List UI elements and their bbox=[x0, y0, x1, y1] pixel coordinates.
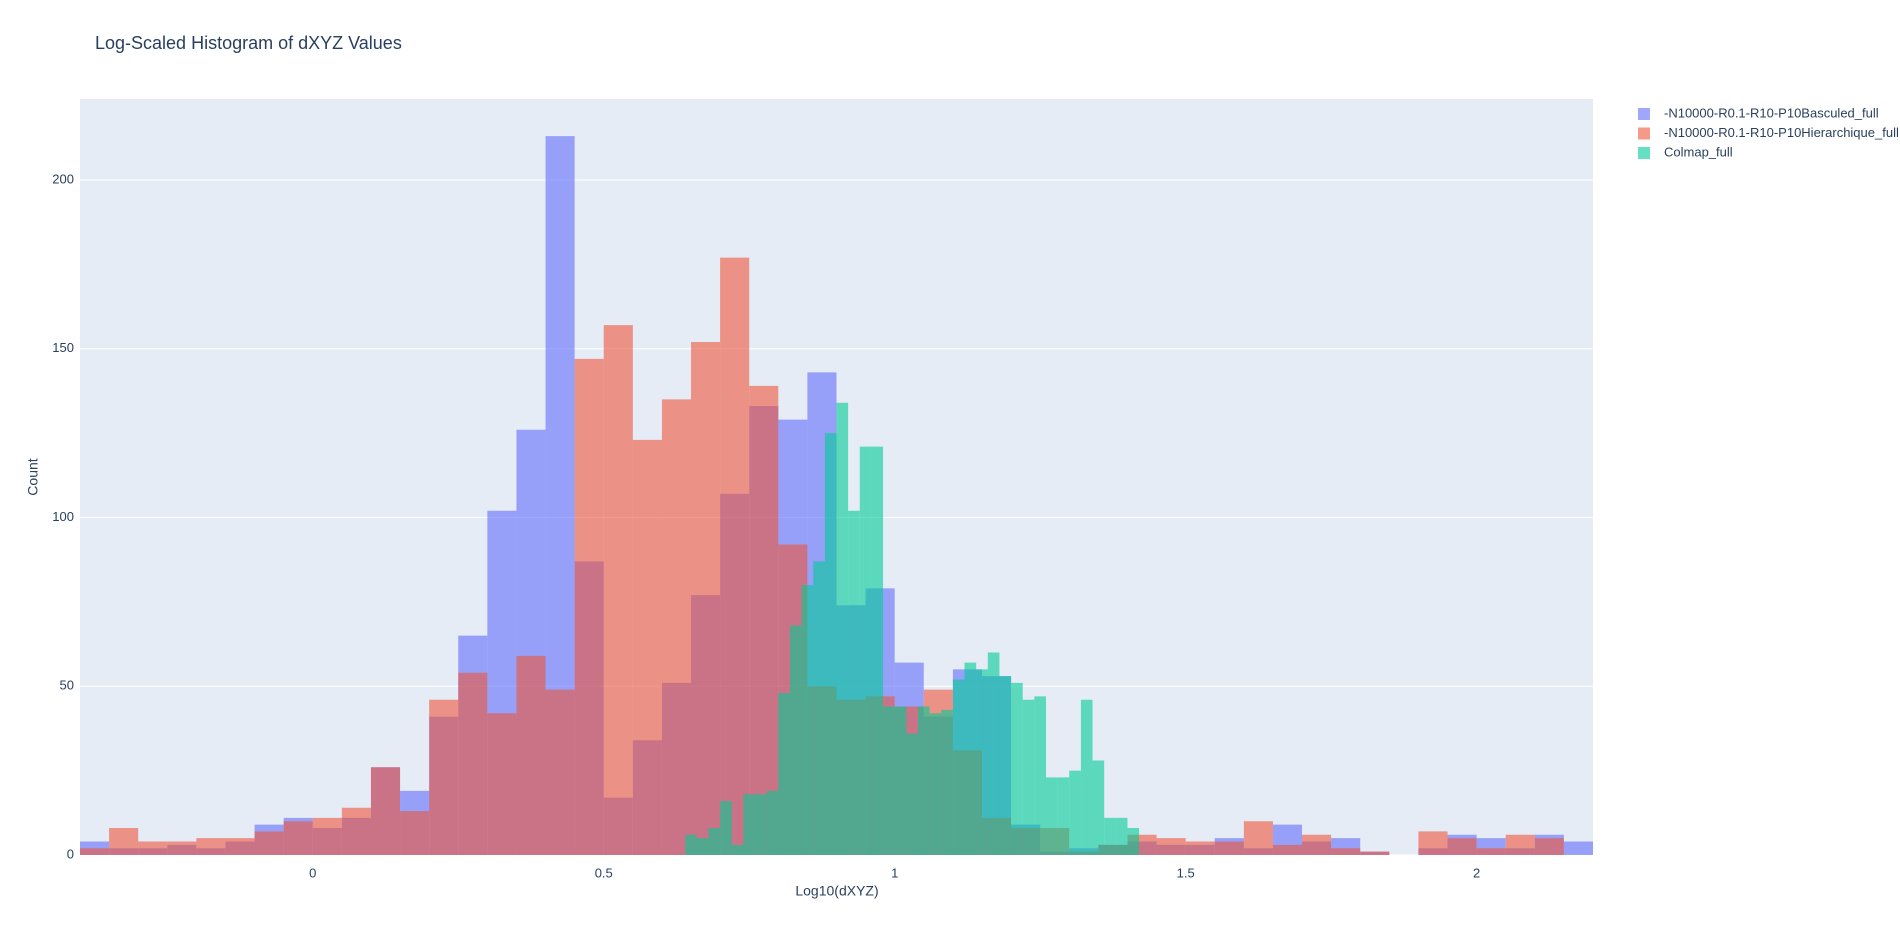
histogram-bar bbox=[1447, 838, 1477, 855]
histogram-bar bbox=[1214, 841, 1244, 855]
histogram-bar bbox=[708, 828, 721, 855]
histogram-bar bbox=[789, 625, 802, 855]
histogram-bar bbox=[801, 585, 814, 855]
histogram-bar bbox=[429, 699, 459, 855]
x-axis-title: Log10(dXYZ) bbox=[795, 883, 878, 899]
y-tick-label: 0 bbox=[67, 846, 74, 861]
histogram-bar bbox=[458, 672, 488, 855]
histogram-bar bbox=[1243, 821, 1273, 855]
histogram-bar bbox=[929, 713, 942, 855]
histogram-bar bbox=[254, 831, 284, 855]
y-axis-title: Count bbox=[25, 458, 41, 495]
histogram-bar bbox=[1156, 838, 1186, 855]
histogram-bar bbox=[749, 385, 779, 855]
legend-label: -N10000-R0.1-R10-P10Hierarchique_full bbox=[1664, 125, 1899, 140]
x-tick-label: 0.5 bbox=[595, 865, 613, 880]
histogram-bar bbox=[999, 676, 1012, 855]
histogram-bar bbox=[1092, 760, 1105, 855]
histogram-bar bbox=[731, 844, 744, 855]
histogram-bar bbox=[1302, 834, 1332, 855]
histogram-bar bbox=[848, 510, 860, 855]
histogram-bar bbox=[341, 807, 371, 855]
histogram-bar bbox=[138, 841, 168, 855]
y-tick-label: 50 bbox=[60, 678, 74, 693]
histogram-bar bbox=[1476, 848, 1506, 855]
histogram-bar bbox=[283, 821, 313, 855]
histogram-bar bbox=[1080, 699, 1093, 855]
histogram-bar bbox=[1011, 682, 1023, 855]
histogram-bar bbox=[813, 561, 825, 855]
plot-area bbox=[80, 136, 1593, 855]
histogram-bar bbox=[516, 655, 546, 855]
histogram-bar bbox=[1534, 838, 1564, 855]
histogram-bar bbox=[545, 689, 575, 855]
histogram-bar bbox=[1069, 770, 1081, 855]
histogram-bar bbox=[976, 669, 988, 855]
histogram-bar bbox=[941, 709, 953, 855]
x-tick-label: 1 bbox=[891, 865, 898, 880]
histogram-bar bbox=[836, 402, 849, 855]
histogram-bar bbox=[225, 838, 255, 855]
histogram-bar bbox=[1034, 696, 1046, 855]
x-tick-label: 1.5 bbox=[1177, 865, 1195, 880]
x-tick-label: 2 bbox=[1473, 865, 1480, 880]
histogram-bar bbox=[1418, 831, 1448, 855]
histogram-bar bbox=[859, 446, 872, 855]
y-tick-label: 100 bbox=[52, 509, 74, 524]
y-tick-label: 150 bbox=[52, 340, 74, 355]
histogram-bar bbox=[696, 838, 709, 855]
histogram-bar bbox=[824, 433, 837, 855]
histogram-bar bbox=[987, 652, 1000, 855]
legend-label: -N10000-R0.1-R10-P10Basculed_full bbox=[1664, 105, 1879, 120]
histogram-bar bbox=[1272, 844, 1303, 855]
histogram-bar bbox=[1185, 841, 1215, 855]
histogram-bar bbox=[917, 706, 930, 855]
histogram-bar bbox=[755, 794, 767, 855]
histogram-bar bbox=[1115, 817, 1128, 855]
histogram-bar bbox=[1331, 848, 1361, 855]
histogram-bar bbox=[370, 767, 401, 855]
histogram-bar bbox=[1505, 834, 1535, 855]
histogram-bar bbox=[603, 325, 633, 855]
histogram-bar bbox=[766, 790, 779, 855]
histogram-bar bbox=[691, 342, 721, 855]
legend-swatch bbox=[1638, 147, 1650, 159]
histogram-bar bbox=[661, 399, 692, 855]
histogram-bar bbox=[1057, 777, 1070, 855]
histogram-bar bbox=[632, 439, 662, 855]
legend-swatch bbox=[1638, 127, 1650, 140]
histogram-bar bbox=[883, 706, 895, 855]
legend-swatch bbox=[1638, 108, 1650, 120]
histogram-bar bbox=[312, 817, 342, 855]
histogram-bar bbox=[1563, 841, 1593, 855]
histogram-bar bbox=[400, 811, 430, 855]
histogram-bar bbox=[894, 706, 907, 855]
y-tick-label: 200 bbox=[52, 171, 74, 186]
histogram-bar bbox=[720, 257, 750, 855]
histogram-bar bbox=[167, 841, 197, 855]
histogram-bar bbox=[778, 693, 790, 855]
histogram-bar bbox=[685, 834, 697, 855]
legend-label: Colmap_full bbox=[1664, 144, 1733, 159]
histogram-bar bbox=[1104, 817, 1116, 855]
histogram-bar bbox=[743, 794, 756, 855]
histogram-bar bbox=[871, 446, 884, 855]
histogram-bar bbox=[196, 838, 226, 855]
histogram-bar bbox=[1022, 699, 1035, 855]
chart-title: Log-Scaled Histogram of dXYZ Values bbox=[95, 33, 402, 53]
histogram-bar bbox=[1360, 851, 1390, 855]
histogram-bar bbox=[574, 358, 604, 855]
histogram-bar bbox=[1127, 828, 1140, 855]
histogram-bar bbox=[109, 828, 139, 855]
histogram-bar bbox=[720, 801, 732, 855]
histogram-bar bbox=[906, 733, 918, 855]
histogram-bar bbox=[952, 679, 965, 855]
histogram-bar bbox=[1045, 777, 1058, 855]
histogram-bar bbox=[80, 848, 110, 855]
histogram-bar bbox=[487, 713, 517, 855]
histogram-bar bbox=[964, 662, 977, 855]
x-tick-label: 0 bbox=[309, 865, 316, 880]
